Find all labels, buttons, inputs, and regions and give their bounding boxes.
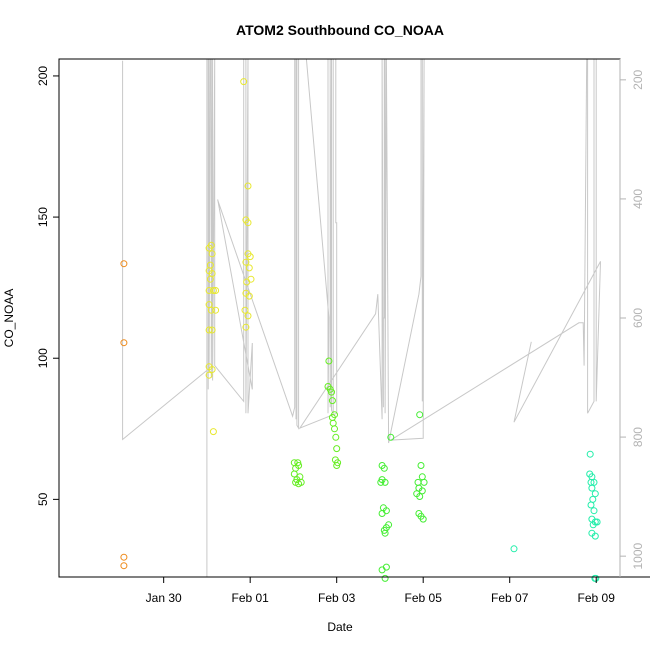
right-tick-label: 1000 [631, 542, 645, 569]
right-tick-label: 200 [631, 70, 645, 90]
y-axis-label: CO_NOAA [2, 289, 16, 348]
data-point [205, 371, 213, 379]
x-tick-label: Feb 03 [318, 591, 356, 605]
data-point [419, 515, 427, 523]
data-point [378, 510, 386, 517]
data-point [414, 478, 422, 486]
data-point [242, 258, 250, 266]
data-point [208, 366, 216, 373]
data-point [416, 411, 424, 419]
data-point [328, 397, 336, 405]
data-point [244, 182, 252, 190]
data-point [290, 470, 298, 478]
data-point [418, 473, 426, 481]
data-point [332, 433, 340, 441]
data-point [295, 462, 303, 469]
data-point [377, 478, 385, 486]
data-point [588, 484, 596, 492]
altitude-line [122, 58, 601, 577]
data-point [587, 501, 595, 509]
x-tick-label: Feb 07 [491, 591, 529, 605]
y-tick-label: 200 [36, 66, 50, 86]
right-axis: 200 400 600 800 1000 [619, 59, 645, 577]
data-point [245, 292, 253, 300]
data-point [333, 462, 341, 469]
data-point [325, 357, 333, 365]
right-tick-label: 800 [631, 427, 645, 447]
data-point [209, 287, 217, 294]
data-point [387, 433, 395, 441]
y-axis: 50 100 150 200 [36, 66, 59, 506]
data-point [416, 493, 424, 500]
data-point [212, 287, 220, 294]
y-tick-label: 150 [36, 207, 50, 227]
data-point [120, 339, 128, 347]
right-tick-label: 600 [631, 308, 645, 328]
data-point [209, 428, 217, 436]
data-point [207, 306, 215, 314]
data-point [205, 326, 213, 334]
data-point [381, 574, 389, 582]
data-point [246, 253, 254, 261]
x-tick-label: Jan 30 [146, 591, 182, 605]
data-point [208, 250, 216, 258]
y-tick-label: 50 [36, 492, 50, 506]
data-point [206, 275, 214, 283]
data-points [120, 78, 601, 582]
data-point [244, 219, 252, 227]
data-point [382, 563, 390, 571]
data-point [295, 480, 303, 488]
data-point [247, 275, 255, 283]
x-axis-label: Date [327, 620, 353, 634]
plot-frame [58, 58, 621, 578]
altitude-trace [122, 58, 601, 577]
y-tick-label: 100 [36, 348, 50, 368]
data-point [378, 566, 386, 574]
data-point [381, 478, 389, 486]
data-point [241, 306, 249, 314]
x-tick-label: Feb 05 [405, 591, 443, 605]
data-point [120, 553, 128, 561]
data-point [245, 264, 253, 272]
data-point [207, 241, 215, 249]
data-point [381, 529, 389, 537]
data-point [417, 462, 425, 469]
right-tick-label: 400 [631, 189, 645, 209]
data-point [208, 326, 216, 334]
data-point [510, 545, 518, 553]
data-point [380, 526, 388, 534]
data-point [120, 260, 128, 268]
data-point [120, 562, 128, 570]
data-point [380, 464, 388, 472]
data-point [244, 312, 252, 320]
data-point [589, 495, 597, 503]
data-point [586, 450, 594, 458]
data-point [590, 507, 598, 515]
chart-title: ATOM2 Southbound CO_NOAA [236, 22, 444, 38]
data-point [589, 521, 597, 529]
data-point [333, 445, 341, 453]
x-tick-label: Feb 09 [578, 591, 616, 605]
data-point [420, 478, 428, 486]
data-point [329, 419, 337, 427]
data-point [591, 532, 599, 540]
data-point [591, 490, 599, 498]
x-tick-label: Feb 01 [232, 591, 270, 605]
data-point [240, 78, 248, 86]
data-point [331, 425, 338, 433]
data-point [328, 388, 335, 396]
data-point [418, 487, 426, 495]
data-point [212, 306, 220, 314]
data-point [242, 323, 250, 331]
